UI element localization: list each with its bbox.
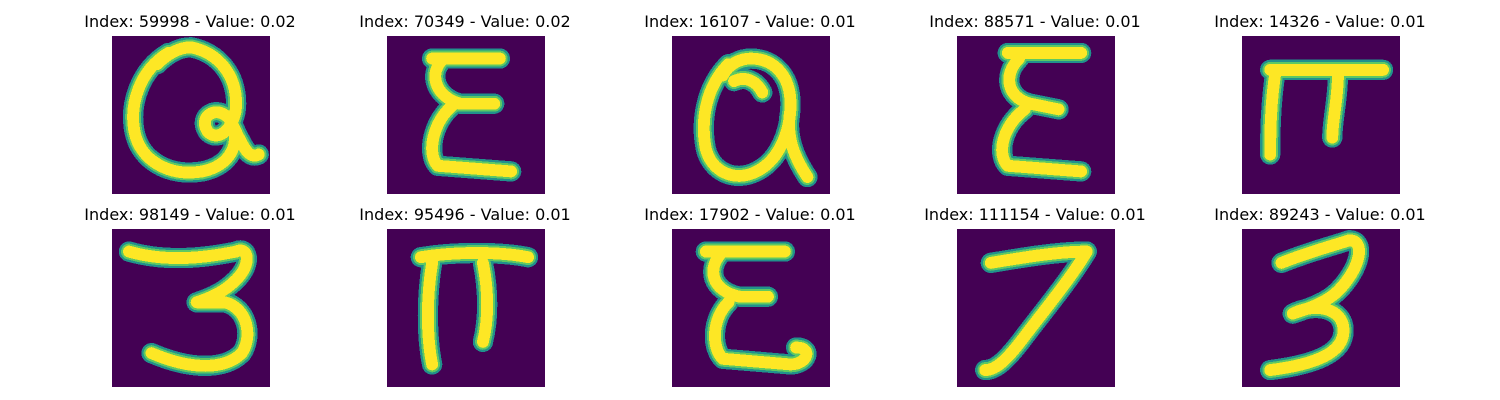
digit-image	[112, 36, 270, 194]
panel-title: Index: 17902 - Value: 0.01	[644, 205, 856, 224]
image-panel: Index: 89243 - Value: 0.01	[1170, 205, 1470, 395]
pi-glyph	[1242, 36, 1400, 194]
digit-image	[112, 229, 270, 387]
panel-title: Index: 111154 - Value: 0.01	[924, 205, 1146, 224]
digit-stroke	[979, 245, 1093, 376]
pi-glyph	[387, 229, 545, 387]
three-glyph	[112, 229, 270, 387]
digit-stroke	[123, 244, 254, 372]
panel-title: Index: 16107 - Value: 0.01	[644, 12, 856, 31]
epsilon-glyph	[672, 229, 830, 387]
image-panel: Index: 70349 - Value: 0.02	[315, 12, 615, 202]
digit-image	[957, 36, 1115, 194]
digit-stroke	[1264, 63, 1389, 161]
image-panel: Index: 59998 - Value: 0.02	[40, 12, 340, 202]
digit-image	[1242, 229, 1400, 387]
image-panel: Index: 14326 - Value: 0.01	[1170, 12, 1470, 202]
image-panel: Index: 111154 - Value: 0.01	[885, 205, 1185, 395]
panel-title: Index: 95496 - Value: 0.01	[359, 205, 571, 224]
three-glyph	[1242, 229, 1400, 387]
digit-stroke	[996, 47, 1088, 178]
digit-image	[387, 36, 545, 194]
seven-glyph	[957, 229, 1115, 387]
digit-stroke	[426, 52, 518, 178]
panel-title: Index: 59998 - Value: 0.02	[84, 12, 296, 31]
image-panel: Index: 16107 - Value: 0.01	[600, 12, 900, 202]
digit-image	[672, 229, 830, 387]
digit-stroke	[697, 52, 814, 183]
epsilon-glyph	[957, 36, 1115, 194]
a-loop-glyph	[672, 36, 830, 194]
digit-image	[957, 229, 1115, 387]
a-loop-glyph	[112, 36, 270, 194]
digit-stroke	[414, 247, 534, 371]
digit-stroke	[699, 245, 813, 371]
panel-title: Index: 70349 - Value: 0.02	[359, 12, 571, 31]
image-panel: Index: 88571 - Value: 0.01	[885, 12, 1185, 202]
panel-title: Index: 89243 - Value: 0.01	[1214, 205, 1426, 224]
epsilon-glyph	[387, 36, 545, 194]
image-panel: Index: 17902 - Value: 0.01	[600, 205, 900, 395]
digit-stroke	[1264, 234, 1365, 376]
digit-stroke	[127, 41, 265, 179]
digit-image	[672, 36, 830, 194]
panel-title: Index: 98149 - Value: 0.01	[84, 205, 296, 224]
image-panel: Index: 98149 - Value: 0.01	[40, 205, 340, 395]
panel-title: Index: 88571 - Value: 0.01	[929, 12, 1141, 31]
image-panel: Index: 95496 - Value: 0.01	[315, 205, 615, 395]
panel-title: Index: 14326 - Value: 0.01	[1214, 12, 1426, 31]
digit-image	[387, 229, 545, 387]
digit-image	[1242, 36, 1400, 194]
